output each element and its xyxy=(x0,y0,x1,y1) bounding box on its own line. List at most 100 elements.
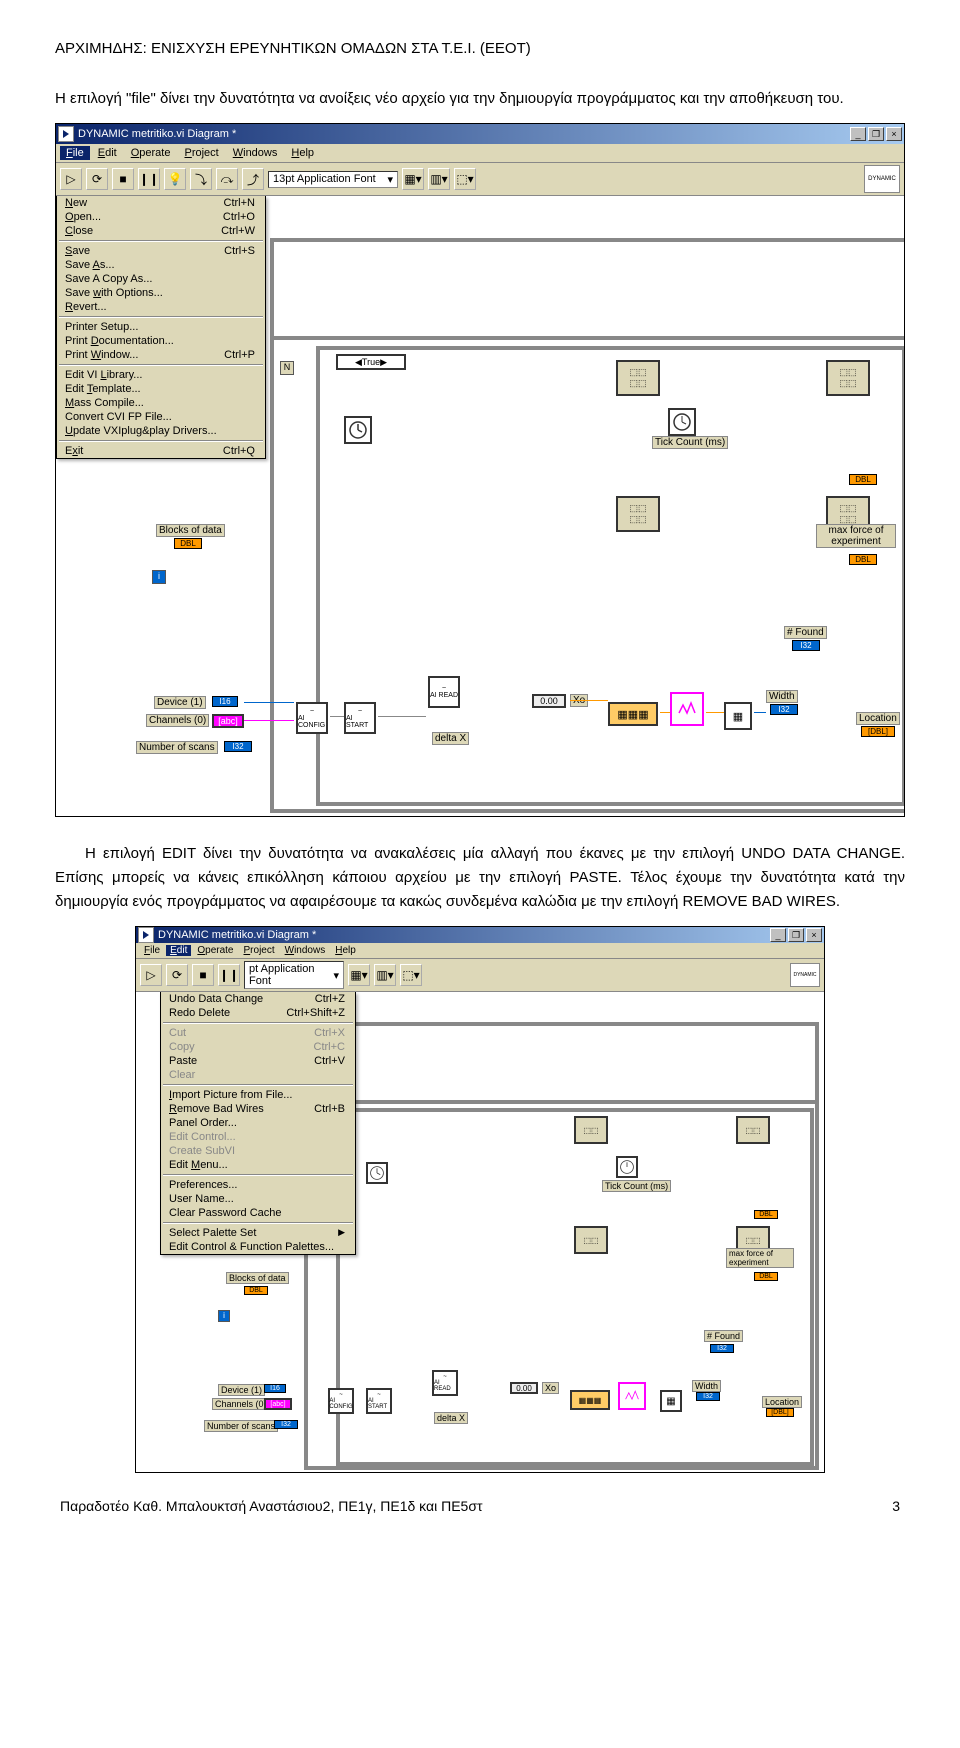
minimize-button[interactable]: _ xyxy=(850,127,866,141)
run-cont-button[interactable]: ⟳ xyxy=(86,168,108,190)
menu-item[interactable]: NewCtrl+N xyxy=(57,196,265,210)
menu-item[interactable]: Save As... xyxy=(57,258,265,272)
menu-item[interactable]: ExitCtrl+Q xyxy=(57,444,265,458)
step-into-button[interactable]: ⤵ xyxy=(190,168,212,190)
page-header: ΑΡΧΙΜΗΔΗΣ: ΕΝΙΣΧΥΣΗ ΕΡΕΥΝΗΤΙΚΩΝ ΟΜΑΔΩΝ Σ… xyxy=(55,40,905,57)
menu-item[interactable]: Redo DeleteCtrl+Shift+Z xyxy=(161,1006,355,1020)
file-menu-dropdown[interactable]: NewCtrl+NOpen...Ctrl+OCloseCtrl+W SaveCtr… xyxy=(56,196,266,459)
menu-item[interactable]: Remove Bad WiresCtrl+B xyxy=(161,1102,355,1116)
menu-item[interactable]: User Name... xyxy=(161,1192,355,1206)
block-diagram[interactable]: NewCtrl+NOpen...Ctrl+OCloseCtrl+W SaveCtr… xyxy=(56,196,904,816)
menu-item[interactable]: Edit VI Library... xyxy=(57,368,265,382)
menu-item[interactable]: Print Documentation... xyxy=(57,334,265,348)
menu-item[interactable]: SaveCtrl+S xyxy=(57,244,265,258)
menu-windows[interactable]: Windows xyxy=(281,945,330,956)
distribute-button[interactable]: ▥▾ xyxy=(374,964,396,986)
menu-item[interactable]: Update VXIplug&play Drivers... xyxy=(57,424,265,438)
case-selector[interactable]: ◀ True ▶ xyxy=(336,354,406,370)
wait-timer-icon xyxy=(344,416,372,444)
menu-item[interactable]: Edit Menu... xyxy=(161,1158,355,1172)
menu-item[interactable]: Undo Data ChangeCtrl+Z xyxy=(161,992,355,1006)
run-cont-button[interactable]: ⟳ xyxy=(166,964,188,986)
menu-edit[interactable]: Edit xyxy=(166,945,191,956)
stop-button[interactable]: ■ xyxy=(192,964,214,986)
menu-item[interactable]: Select Palette Set▶ xyxy=(161,1226,355,1240)
menubar[interactable]: File Edit Operate Project Windows Help xyxy=(56,144,904,163)
labview-window-file: DYNAMIC metritiko.vi Diagram * _ ❐ × Fil… xyxy=(55,123,905,817)
menu-item[interactable]: Panel Order... xyxy=(161,1116,355,1130)
menu-file[interactable]: File xyxy=(60,146,90,160)
xo-label: Xo xyxy=(542,1382,559,1394)
menu-project[interactable]: Project xyxy=(240,945,279,956)
step-over-button[interactable]: ⤼ xyxy=(216,168,238,190)
numscans-i32: I32 xyxy=(224,741,252,752)
width-label: Width xyxy=(692,1380,721,1392)
menu-item[interactable]: Edit Template... xyxy=(57,382,265,396)
menu-item[interactable]: Open...Ctrl+O xyxy=(57,210,265,224)
menu-item[interactable]: Preferences... xyxy=(161,1178,355,1192)
menu-item[interactable]: Convert CVI FP File... xyxy=(57,410,265,424)
run-button[interactable]: ▷ xyxy=(60,168,82,190)
tick-count-node xyxy=(616,1156,638,1178)
close-button[interactable]: × xyxy=(886,127,902,141)
step-out-button[interactable]: ⤴ xyxy=(242,168,264,190)
wire xyxy=(274,336,904,340)
align-button[interactable]: ▦▾ xyxy=(348,964,370,986)
minimize-button[interactable]: _ xyxy=(770,928,786,942)
paragraph-2: Η επιλογή EDIT δίνει την δυνατότητα να α… xyxy=(55,842,905,914)
deltax-label: delta X xyxy=(432,732,469,745)
distribute-button[interactable]: ▥▾ xyxy=(428,168,450,190)
menu-file[interactable]: File xyxy=(140,945,164,956)
menu-operate[interactable]: Operate xyxy=(125,146,177,160)
vi-icon[interactable]: DYNAMIC xyxy=(864,165,900,193)
stop-button[interactable]: ■ xyxy=(112,168,134,190)
menu-item[interactable]: Save A Copy As... xyxy=(57,272,265,286)
menu-item[interactable]: Save with Options... xyxy=(57,286,265,300)
align-button[interactable]: ▦▾ xyxy=(402,168,424,190)
blocks-of-data-label: Blocks of data xyxy=(226,1272,289,1284)
font-selector[interactable]: pt Application Font▾ xyxy=(244,961,344,989)
highlight-button[interactable]: 💡 xyxy=(164,168,186,190)
edit-menu-dropdown[interactable]: Undo Data ChangeCtrl+ZRedo DeleteCtrl+Sh… xyxy=(160,992,356,1255)
menu-item[interactable]: Mass Compile... xyxy=(57,396,265,410)
menu-item[interactable]: Print Window...Ctrl+P xyxy=(57,348,265,362)
blocks-dbl: DBL xyxy=(244,1286,268,1295)
tick-count-node xyxy=(668,408,696,436)
node-group-2: ⬚⬚ xyxy=(736,1116,770,1144)
ai-read-node: ~AI READ xyxy=(428,676,460,708)
run-button[interactable]: ▷ xyxy=(140,964,162,986)
menu-windows[interactable]: Windows xyxy=(227,146,284,160)
wire xyxy=(754,712,766,713)
loop-i: i xyxy=(218,1310,230,1322)
reorder-button[interactable]: ⬚▾ xyxy=(454,168,476,190)
device-i16: I16 xyxy=(264,1384,286,1393)
menu-operate[interactable]: Operate xyxy=(193,945,237,956)
menu-item: Edit Control... xyxy=(161,1130,355,1144)
menu-help[interactable]: Help xyxy=(285,146,320,160)
menu-item[interactable]: Clear Password Cache xyxy=(161,1206,355,1220)
pause-button[interactable]: ❙❙ xyxy=(218,964,240,986)
menu-item[interactable]: Printer Setup... xyxy=(57,320,265,334)
build-array-node: ▦▦▦ xyxy=(570,1390,610,1410)
titlebar: DYNAMIC metritiko.vi Diagram * _ ❐ × xyxy=(56,124,904,144)
vi-icon[interactable]: DYNAMIC xyxy=(790,963,820,987)
footer-left: Παραδοτέο Καθ. Μπαλουκτσή Αναστάσιου2, Π… xyxy=(60,1498,483,1514)
maximize-button[interactable]: ❐ xyxy=(788,928,804,942)
menu-item[interactable]: Edit Control & Function Palettes... xyxy=(161,1240,355,1254)
window-title: DYNAMIC metritiko.vi Diagram * xyxy=(158,929,770,941)
menu-project[interactable]: Project xyxy=(178,146,224,160)
maximize-button[interactable]: ❐ xyxy=(868,127,884,141)
reorder-button[interactable]: ⬚▾ xyxy=(400,964,422,986)
font-selector[interactable]: 13pt Application Font▾ xyxy=(268,171,398,188)
menu-help[interactable]: Help xyxy=(331,945,360,956)
pause-button[interactable]: ❙❙ xyxy=(138,168,160,190)
menubar[interactable]: File Edit Operate Project Windows Help xyxy=(136,943,824,959)
menu-item[interactable]: PasteCtrl+V xyxy=(161,1054,355,1068)
menu-item[interactable]: CloseCtrl+W xyxy=(57,224,265,238)
menu-edit[interactable]: Edit xyxy=(92,146,123,160)
menu-item[interactable]: Revert... xyxy=(57,300,265,314)
node-group-1: ⬚⬚ xyxy=(574,1116,608,1144)
menu-item[interactable]: Import Picture from File... xyxy=(161,1088,355,1102)
close-button[interactable]: × xyxy=(806,928,822,942)
block-diagram[interactable]: Undo Data ChangeCtrl+ZRedo DeleteCtrl+Sh… xyxy=(136,992,824,1472)
